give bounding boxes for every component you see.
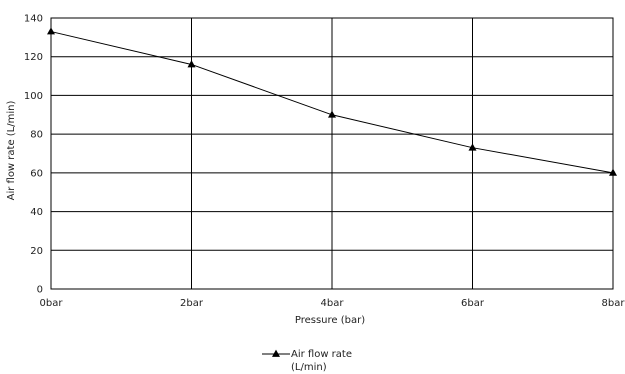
x-axis-title: Pressure (bar) [295,315,365,326]
y-tick-label: 140 [24,14,43,25]
y-tick-label: 120 [24,52,43,63]
x-axis-tick-labels: 0bar 2bar 4bar 6bar 8bar [40,298,625,309]
y-tick-label: 40 [30,207,43,218]
series-air-flow-rate [47,27,617,176]
data-point-triangle-marker [187,60,196,68]
y-tick-label: 80 [30,130,43,141]
x-tick-label: 2bar [180,298,204,309]
y-axis-tick-labels: 0 20 40 60 80 100 120 140 [24,14,43,296]
y-tick-label: 20 [30,246,43,257]
data-point-triangle-marker [609,168,617,176]
x-tick-label: 6bar [461,298,485,309]
data-point-triangle-marker [47,27,55,35]
y-tick-label: 0 [37,285,43,296]
data-point-triangle-marker [328,110,336,118]
plot-area-frame [50,17,614,290]
data-point-triangle-marker [468,143,477,151]
y-tick-label: 60 [30,168,43,179]
x-tick-label: 4bar [321,298,345,309]
legend: Air flow rate (L/min) [262,349,355,373]
x-tick-label: 8bar [602,298,625,309]
x-tick-label: 0bar [40,298,64,309]
legend-label: Air flow rate (L/min) [291,349,355,373]
vertical-gridlines [50,18,614,289]
legend-label-line-1: Air flow rate [291,349,352,360]
y-tick-label: 100 [24,91,43,102]
legend-label-line-2: (L/min) [291,362,327,373]
y-axis-title: Air flow rate (L/min) [6,101,17,201]
legend-triangle-marker-icon [272,349,280,357]
